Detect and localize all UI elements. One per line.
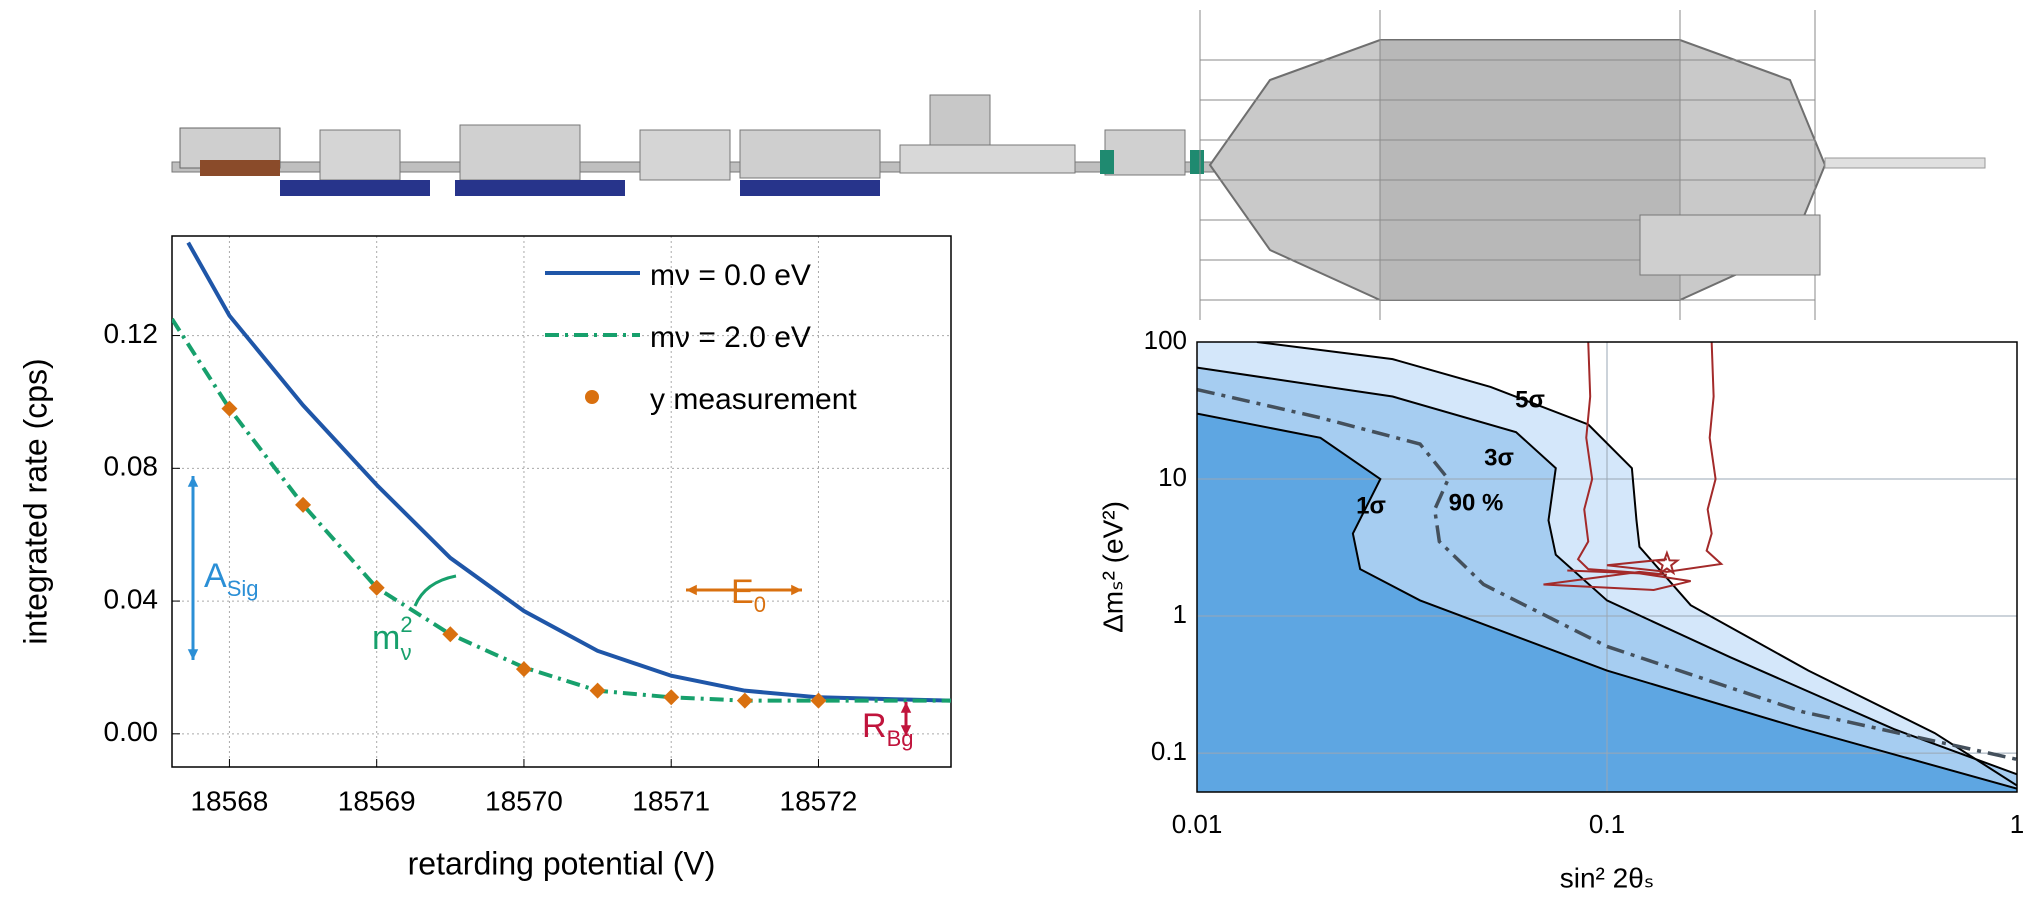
data-point — [221, 400, 238, 417]
annotation-sub: Sig — [227, 576, 259, 601]
best-fit-marker — [1653, 550, 1681, 576]
x-axis-label: retarding potential (V) — [408, 845, 716, 881]
confidence-region — [1197, 413, 2017, 792]
y-tick-label: 0.1 — [1151, 736, 1187, 766]
data-point — [368, 579, 385, 596]
arrow-head — [791, 584, 802, 596]
y-tick-label: 0.08 — [104, 451, 159, 482]
annotation-main: A — [204, 557, 227, 595]
contour-line — [1197, 412, 2017, 790]
annotation: m2 ν — [372, 612, 413, 665]
contour-label: 3σ — [1484, 444, 1514, 471]
y-axis-label: integrated rate (cps) — [17, 358, 53, 644]
annotation-arrow — [413, 574, 457, 607]
data-point — [589, 682, 606, 699]
annotation-sub: 0 — [754, 592, 766, 617]
y-tick-label: 0.04 — [104, 583, 159, 614]
contour-line — [1543, 342, 1691, 591]
legend-label: y measurement — [650, 383, 857, 416]
annotation-main: m — [372, 619, 400, 657]
annotation-sub: ν — [401, 640, 412, 665]
curve — [186, 241, 951, 703]
plot-area — [172, 241, 951, 709]
contour-line — [1256, 342, 2017, 787]
legend-label: mν = 2.0 eV — [650, 321, 811, 354]
contour-label: 1σ — [1356, 492, 1386, 519]
data-point — [736, 692, 753, 709]
curve — [172, 317, 951, 703]
y-axis-label: Δmₛ² (eV²) — [1097, 501, 1128, 633]
data-point — [515, 661, 532, 678]
y-tick-label: 0.12 — [104, 318, 159, 349]
x-tick-label: 0.1 — [1589, 809, 1625, 839]
arrow-head — [187, 649, 199, 660]
legend-marker — [585, 390, 599, 404]
arrow-head — [187, 476, 199, 487]
annotation-sub: Bg — [887, 726, 914, 751]
plot-frame — [171, 235, 952, 768]
x-tick-label: 18568 — [190, 785, 268, 816]
apparatus-drawing — [171, 10, 1986, 320]
annotation-main: E — [731, 573, 754, 611]
x-tick-label: 18571 — [632, 785, 710, 816]
x-tick-label: 1 — [2010, 809, 2024, 839]
x-axis-label: sin² 2θₛ — [1560, 862, 1655, 893]
contour-label: 90 % — [1449, 489, 1504, 516]
x-tick-label: 0.01 — [1172, 809, 1223, 839]
data-point — [810, 692, 827, 709]
data-point — [663, 689, 680, 706]
y-tick-label: 1 — [1173, 599, 1187, 629]
plot-area — [1197, 342, 2017, 792]
annotation-main: R — [862, 707, 887, 745]
contour-line — [1197, 387, 2017, 762]
contour-label: 5σ — [1515, 386, 1545, 413]
plot-frame — [1196, 341, 2018, 793]
annotation: ASig — [204, 557, 258, 601]
y-tick-label: 100 — [1144, 325, 1187, 355]
data-point — [295, 496, 312, 513]
annotation: RBg — [862, 707, 913, 751]
annotation: E0 — [731, 573, 766, 617]
arrow-head — [686, 584, 697, 596]
y-tick-label: 0.00 — [104, 716, 159, 747]
data-point — [442, 626, 459, 643]
arrow-head — [900, 725, 912, 736]
y-tick-label: 10 — [1158, 462, 1187, 492]
x-tick-label: 18572 — [780, 785, 858, 816]
x-tick-label: 18570 — [485, 785, 563, 816]
contour-line — [1606, 342, 1724, 573]
annotation-sup: 2 — [400, 612, 412, 637]
legend-label: mν = 0.0 eV — [650, 259, 811, 292]
contour-line — [1197, 366, 2017, 776]
arrow-head — [900, 702, 912, 713]
x-tick-label: 18569 — [338, 785, 416, 816]
